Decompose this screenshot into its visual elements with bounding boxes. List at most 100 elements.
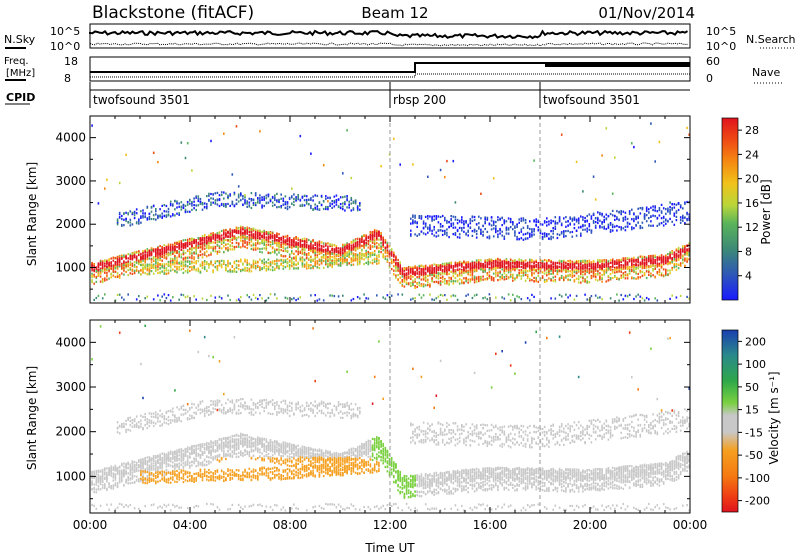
data-cell	[108, 258, 110, 261]
data-cell	[159, 214, 161, 217]
data-cell	[395, 267, 397, 270]
data-cell	[484, 270, 486, 273]
data-cell	[121, 296, 123, 299]
data-cell	[333, 205, 336, 208]
data-cell	[165, 248, 168, 251]
data-cell	[314, 247, 316, 250]
data-cell	[461, 227, 463, 230]
data-cell	[450, 280, 452, 283]
data-cell	[208, 266, 210, 269]
data-cell	[329, 243, 331, 246]
data-cell	[573, 269, 576, 272]
data-cell	[537, 266, 540, 269]
data-cell	[227, 270, 229, 273]
data-cell	[274, 241, 276, 244]
data-cell	[577, 262, 580, 265]
data-cell	[195, 239, 197, 242]
data-cell	[257, 236, 259, 239]
data-cell	[420, 264, 423, 267]
data-cell	[180, 262, 183, 265]
data-cell	[220, 202, 223, 206]
data-cell	[378, 246, 380, 249]
data-cell	[271, 260, 274, 263]
data-cell	[225, 264, 227, 267]
data-cell	[403, 277, 406, 280]
data-cell	[152, 298, 155, 301]
data-cell	[182, 252, 185, 255]
data-cell	[104, 262, 106, 265]
data-cell	[144, 272, 146, 275]
data-cell	[208, 244, 210, 247]
data-cell	[274, 248, 276, 251]
data-cell	[571, 274, 574, 278]
data-cell	[393, 265, 395, 268]
data-cell	[327, 242, 329, 245]
data-cell	[473, 263, 476, 266]
data-cell	[210, 262, 212, 265]
data-cell	[416, 269, 418, 272]
data-cell	[512, 293, 514, 296]
data-cell	[431, 277, 433, 280]
data-cell	[129, 272, 132, 275]
data-cell	[286, 205, 289, 208]
data-cell	[333, 195, 336, 198]
data-cell	[582, 223, 584, 227]
data-cell	[577, 270, 580, 273]
data-cell	[223, 262, 225, 265]
data-cell	[299, 251, 302, 254]
data-cell	[172, 259, 174, 262]
data-cell	[482, 269, 484, 272]
data-cell	[284, 241, 287, 244]
data-cell	[482, 266, 484, 269]
data-cell	[537, 229, 540, 232]
data-cell	[163, 272, 166, 275]
data-cell	[397, 263, 399, 266]
data-cell	[333, 251, 336, 254]
data-cell	[490, 277, 493, 280]
data-cell	[410, 274, 412, 278]
data-cell	[499, 227, 501, 231]
data-cell	[199, 271, 202, 274]
data-cell	[558, 278, 561, 281]
data-cell	[554, 264, 557, 267]
data-cell	[169, 246, 172, 249]
data-cell	[522, 219, 525, 222]
data-cell	[478, 222, 480, 225]
data-cell	[548, 268, 550, 271]
data-cell	[446, 221, 448, 224]
data-cell	[138, 252, 140, 255]
data-cell	[497, 263, 499, 266]
data-cell	[490, 258, 493, 261]
data-cell	[563, 230, 565, 233]
data-cell	[435, 268, 438, 271]
data-cell	[203, 253, 206, 256]
data-cell	[344, 256, 346, 259]
data-cell	[327, 245, 329, 248]
nsky-tick-top: 10^5	[50, 25, 80, 38]
data-cell	[240, 259, 242, 262]
data-cell	[169, 243, 172, 246]
data-cell	[480, 192, 482, 195]
data-cell	[397, 264, 399, 267]
data-cell	[512, 228, 514, 231]
data-cell	[320, 247, 323, 250]
data-cell	[261, 234, 263, 237]
data-cell	[218, 198, 221, 202]
data-cell	[537, 226, 540, 229]
data-cell	[473, 294, 476, 297]
data-cell	[186, 249, 189, 252]
data-cell	[142, 250, 144, 253]
data-cell	[295, 199, 297, 202]
data-cell	[424, 277, 427, 280]
data-cell	[537, 274, 540, 278]
data-cell	[529, 277, 531, 280]
data-cell	[384, 241, 387, 244]
data-cell	[365, 236, 367, 239]
data-cell	[329, 204, 331, 207]
data-cell	[208, 236, 210, 239]
data-cell	[405, 267, 408, 270]
data-cell	[524, 237, 527, 240]
data-cell	[363, 254, 365, 257]
data-cell	[488, 237, 491, 240]
data-cell	[354, 259, 357, 262]
